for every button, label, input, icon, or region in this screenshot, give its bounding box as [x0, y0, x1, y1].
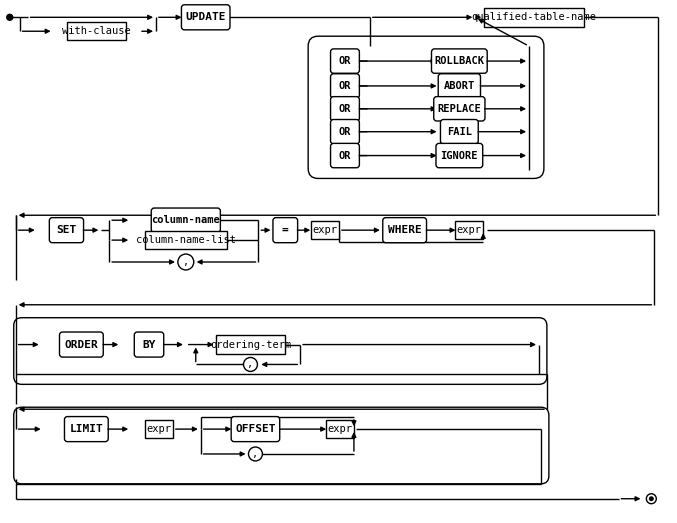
FancyBboxPatch shape — [311, 221, 339, 240]
Text: SET: SET — [56, 225, 77, 235]
Text: LIMIT: LIMIT — [70, 424, 103, 434]
Text: ,: , — [247, 359, 254, 369]
FancyBboxPatch shape — [434, 97, 485, 121]
FancyBboxPatch shape — [217, 335, 284, 354]
Text: with-clause: with-clause — [62, 26, 131, 36]
Text: expr: expr — [457, 225, 482, 235]
FancyBboxPatch shape — [273, 218, 298, 243]
FancyBboxPatch shape — [441, 120, 478, 144]
FancyBboxPatch shape — [456, 221, 483, 240]
FancyBboxPatch shape — [330, 97, 359, 121]
FancyBboxPatch shape — [151, 208, 221, 232]
Text: column-name: column-name — [152, 215, 220, 225]
Text: FAIL: FAIL — [447, 127, 472, 137]
FancyBboxPatch shape — [383, 218, 427, 243]
FancyBboxPatch shape — [436, 143, 483, 168]
FancyBboxPatch shape — [145, 420, 173, 438]
Text: ordering-term: ordering-term — [210, 339, 291, 349]
Text: OR: OR — [338, 56, 351, 66]
Text: ,: , — [183, 257, 189, 267]
FancyBboxPatch shape — [49, 218, 83, 243]
Text: column-name-list: column-name-list — [136, 235, 236, 245]
Text: OR: OR — [338, 81, 351, 91]
FancyBboxPatch shape — [14, 407, 549, 484]
FancyBboxPatch shape — [330, 49, 359, 73]
Text: UPDATE: UPDATE — [185, 13, 226, 22]
Text: OFFSET: OFFSET — [235, 424, 276, 434]
FancyBboxPatch shape — [60, 332, 104, 357]
FancyBboxPatch shape — [308, 36, 544, 178]
Text: qualified-table-name: qualified-table-name — [471, 13, 596, 22]
Text: BY: BY — [142, 339, 156, 349]
Circle shape — [7, 14, 13, 20]
Circle shape — [647, 494, 656, 504]
Circle shape — [244, 358, 257, 371]
FancyBboxPatch shape — [145, 231, 227, 249]
FancyBboxPatch shape — [231, 417, 280, 441]
Text: ,: , — [253, 449, 259, 459]
Text: OR: OR — [338, 127, 351, 137]
FancyBboxPatch shape — [431, 49, 487, 73]
FancyBboxPatch shape — [330, 120, 359, 144]
Text: expr: expr — [146, 424, 171, 434]
FancyBboxPatch shape — [181, 5, 230, 30]
FancyBboxPatch shape — [64, 417, 108, 441]
FancyBboxPatch shape — [330, 74, 359, 98]
Text: ROLLBACK: ROLLBACK — [435, 56, 484, 66]
FancyBboxPatch shape — [330, 143, 359, 168]
Circle shape — [649, 496, 654, 501]
FancyBboxPatch shape — [484, 8, 584, 27]
FancyBboxPatch shape — [326, 420, 354, 438]
Text: ABORT: ABORT — [443, 81, 475, 91]
FancyBboxPatch shape — [14, 317, 547, 384]
Text: OR: OR — [338, 104, 351, 114]
Text: expr: expr — [313, 225, 338, 235]
FancyBboxPatch shape — [67, 22, 126, 40]
Text: OR: OR — [338, 151, 351, 161]
Text: =: = — [282, 225, 288, 235]
Text: expr: expr — [328, 424, 353, 434]
Text: IGNORE: IGNORE — [441, 151, 478, 161]
Circle shape — [248, 447, 263, 461]
FancyBboxPatch shape — [438, 74, 481, 98]
FancyBboxPatch shape — [134, 332, 164, 357]
Text: ORDER: ORDER — [64, 339, 98, 349]
Circle shape — [178, 254, 194, 270]
Text: WHERE: WHERE — [388, 225, 422, 235]
Text: REPLACE: REPLACE — [437, 104, 481, 114]
